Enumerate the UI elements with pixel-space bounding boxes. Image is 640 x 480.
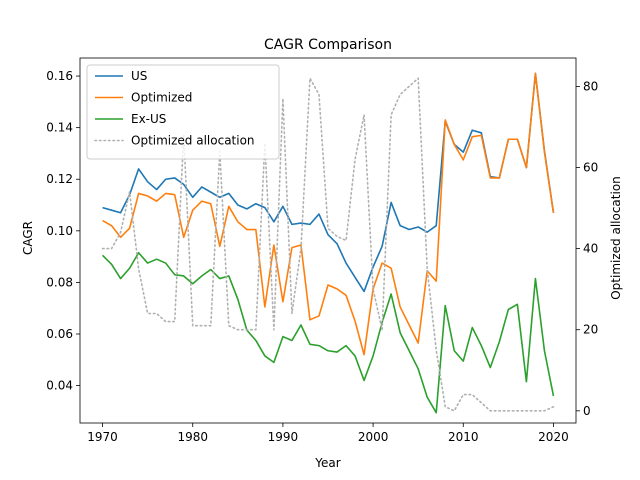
legend-label: Ex-US [131,112,166,126]
chart-title: CAGR Comparison [264,37,392,53]
y-tick-label: 0.06 [46,327,73,341]
x-tick-label: 1990 [268,430,299,444]
y-tick-label: 0.08 [46,275,73,289]
legend-label: Optimized allocation [131,134,255,148]
y2-tick-label: 80 [583,79,598,93]
x-tick-label: 2000 [358,430,389,444]
plot-frame [79,57,577,424]
y2-tick-label: 0 [583,404,591,418]
y-tick-label: 0.10 [46,224,73,238]
y-tick-label: 0.04 [46,379,73,393]
series-line-optimized-allocation [101,77,555,412]
y2-tick-label: 40 [583,242,598,256]
y2-axis-label: Optimized allocation [609,176,623,300]
legend-label: US [131,69,147,83]
x-tick-label: 2020 [538,430,569,444]
x-tick-label: 2010 [448,430,479,444]
y2-tick-label: 60 [583,161,598,175]
y-tick-label: 0.12 [46,172,73,186]
legend-box [86,64,280,160]
series-line-us [102,72,555,293]
axes: 1970 1980 1990 2000 2010 2020 0.04 0.06 0.08 0.10… [46,57,598,444]
plot-area [101,72,555,414]
legend-label: Optimized [131,91,192,105]
y-tick-label: 0.14 [46,121,73,135]
series-line-ex-us [101,251,555,414]
y-tick-label: 0.16 [46,69,73,83]
x-tick-label: 1970 [87,430,118,444]
series-line-optimized [102,72,555,356]
x-axis-label: Year [314,456,340,470]
x-tick-label: 1980 [177,430,208,444]
legend: US Optimized Ex-US Optimized allocation [86,64,280,160]
y2-tick-label: 20 [583,323,598,337]
y-axis-label: CAGR [21,221,35,255]
